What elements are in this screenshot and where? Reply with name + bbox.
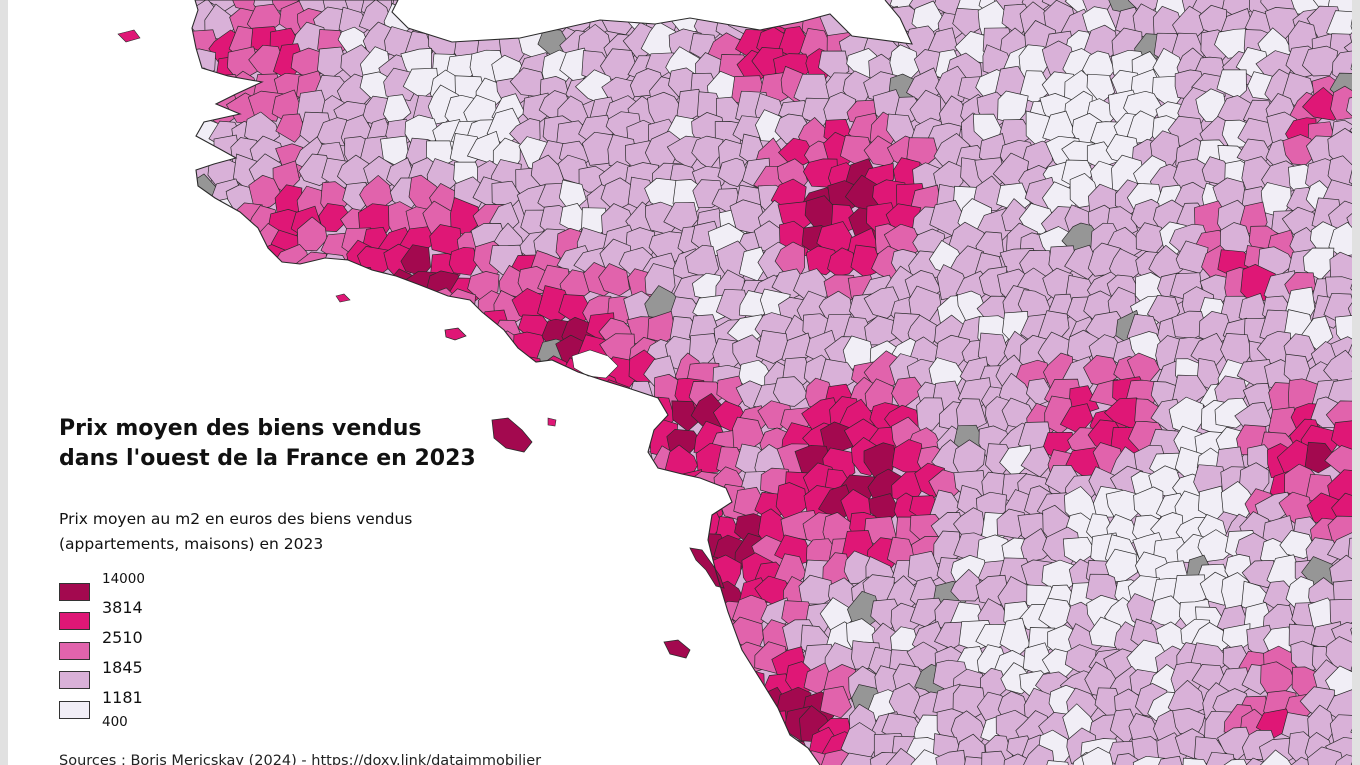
coastline — [191, 0, 913, 765]
commune-polygon — [318, 203, 352, 232]
commune-polygon — [315, 117, 349, 147]
commune-polygon — [598, 263, 630, 297]
commune-polygon — [1301, 45, 1339, 77]
left-frame-bar — [0, 0, 8, 765]
commune-polygon — [827, 247, 858, 277]
island-brehat — [335, 293, 351, 303]
commune-polygon — [1081, 746, 1114, 765]
commune-polygon — [935, 749, 967, 765]
legend-swatch-class-3 — [59, 642, 90, 660]
island-belle-ile — [491, 417, 533, 453]
right-frame-bar — [1352, 0, 1360, 765]
legend-swatch-class-4 — [59, 671, 90, 689]
commune-polygon — [916, 397, 946, 431]
gulf-of-morbihan — [571, 349, 619, 379]
commune-polygon — [1018, 70, 1053, 104]
commune-polygon — [1132, 755, 1166, 765]
legend-bound-min: 400 — [102, 714, 128, 730]
island-noirmoutier — [689, 547, 725, 589]
commune-polygon — [1302, 86, 1341, 121]
commune-polygon — [999, 617, 1031, 656]
commune-polygon — [671, 400, 700, 432]
commune-polygon — [909, 597, 946, 628]
sources-note: Sources : Boris Mericskay (2024) - https… — [59, 753, 542, 765]
commune-polygon — [297, 216, 328, 252]
legend-swatch-class-1 — [59, 583, 90, 601]
commune-polygon — [1220, 758, 1253, 765]
commune-polygon — [448, 246, 479, 276]
map-title: Prix moyen des biens vendus dans l'ouest… — [59, 414, 579, 474]
commune-polygon — [1307, 746, 1347, 765]
island-batz — [117, 29, 141, 43]
commune-polygon — [1020, 446, 1053, 478]
legend-bound-max: 14000 — [102, 571, 145, 587]
commune-polygon — [1204, 751, 1237, 765]
commune-polygon — [738, 246, 768, 282]
commune-polygon — [1181, 757, 1213, 765]
legend-bound-2: 2510 — [102, 628, 143, 647]
commune-polygon — [1197, 485, 1227, 521]
commune-polygon — [1019, 744, 1056, 765]
commune-polygon — [717, 157, 748, 188]
legend-bound-3: 1845 — [102, 658, 143, 677]
commune-polygon — [1020, 527, 1054, 564]
legend-title-line-1: Prix moyen au m2 en euros des biens vend… — [59, 510, 413, 528]
legend-bound-4: 1181 — [102, 688, 143, 707]
legend-swatch-class-5 — [59, 701, 90, 719]
commune-polygon — [819, 749, 854, 765]
commune-polygon — [1307, 704, 1335, 740]
legend-title: Prix moyen au m2 en euros des biens vend… — [59, 507, 579, 557]
commune-polygon — [275, 113, 306, 143]
commune-polygon — [885, 747, 922, 765]
islands — [117, 29, 725, 659]
legend-swatch-class-2 — [59, 612, 90, 630]
commune-polygon — [773, 376, 809, 407]
commune-polygon — [950, 568, 984, 602]
commune-polygon — [819, 685, 852, 719]
island-yeu — [663, 639, 691, 659]
legend-title-line-2: (appartements, maisons) en 2023 — [59, 535, 324, 553]
commune-polygon — [840, 752, 873, 765]
legend-bound-1: 3814 — [102, 598, 143, 617]
map-title-line-2: dans l'ouest de la France en 2023 — [59, 446, 476, 471]
commune-polygon — [981, 750, 1010, 765]
map-title-line-1: Prix moyen des biens vendus — [59, 416, 422, 441]
commune-polygon — [1154, 755, 1186, 765]
island-groix — [444, 327, 467, 341]
island-houat — [547, 417, 557, 427]
commune-polygon — [248, 174, 284, 210]
commune-polygon — [207, 0, 242, 12]
